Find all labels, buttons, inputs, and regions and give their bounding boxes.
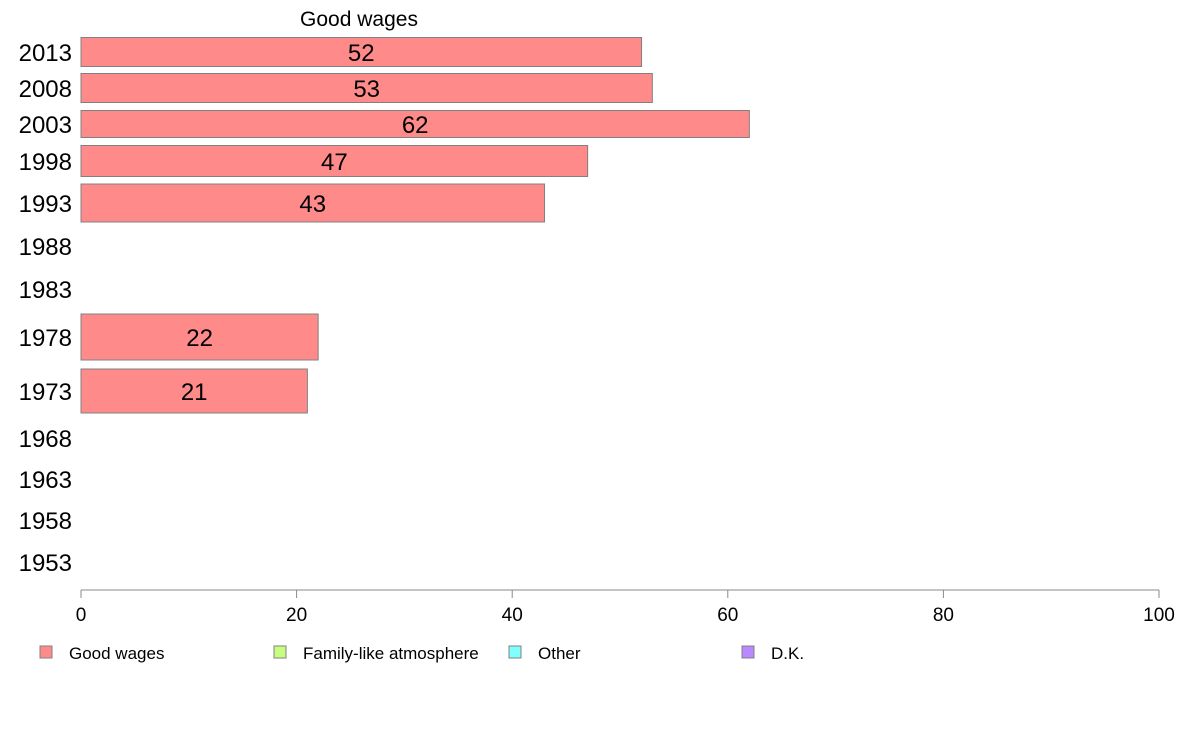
y-tick-label-1963: 1963 — [19, 467, 72, 494]
bar-value-label-1978: 22 — [186, 325, 213, 352]
x-tick-label-0: 0 — [76, 605, 87, 626]
y-tick-label-1978: 1978 — [19, 325, 72, 352]
legend-label-d-k: D.K. — [771, 644, 804, 663]
y-tick-label-2008: 2008 — [19, 76, 72, 103]
bar-2008 — [80, 73, 653, 103]
bars-group: 52 53 62 47 43 22 21 — [80, 37, 750, 414]
y-tick-label-2003: 2003 — [19, 112, 72, 139]
y-axis-labels: 2013 2008 2003 1998 1993 1988 1983 1978 1973 1968… — [19, 40, 72, 577]
y-tick-label-1953: 1953 — [19, 550, 72, 577]
x-tick-label-80: 80 — [933, 605, 954, 626]
chart-title: Good wages — [300, 8, 418, 31]
x-tick-label-40: 40 — [502, 605, 523, 626]
x-tick-label-60: 60 — [717, 605, 738, 626]
x-tick-label-20: 20 — [286, 605, 307, 626]
y-tick-label-1973: 1973 — [19, 379, 72, 406]
x-axis: 0 20 40 60 80 100 — [76, 589, 1175, 626]
legend: Good wages Family-like atmosphere Other D.K… — [39, 644, 804, 663]
y-tick-label-1993: 1993 — [19, 191, 72, 218]
bar-2003 — [80, 110, 750, 138]
y-tick-label-1998: 1998 — [19, 149, 72, 176]
bar-1993 — [80, 183, 546, 223]
legend-swatch-family-like-atmosphere — [273, 645, 287, 659]
bar-value-label-2003: 62 — [402, 112, 429, 139]
bar-value-label-1998: 47 — [321, 149, 348, 176]
legend-swatch-d-k — [741, 645, 755, 659]
legend-label-other: Other — [538, 644, 581, 663]
bar-1978 — [80, 313, 319, 361]
x-tick-label-100: 100 — [1143, 605, 1175, 626]
y-tick-label-1983: 1983 — [19, 277, 72, 304]
y-tick-label-1958: 1958 — [19, 508, 72, 535]
bar-value-label-1993: 43 — [299, 191, 326, 218]
bar-value-label-2013: 52 — [348, 40, 375, 67]
legend-swatch-good-wages — [39, 645, 53, 659]
bar-value-label-1973: 21 — [181, 379, 208, 406]
bar-1998 — [80, 145, 589, 177]
legend-swatch-other — [508, 645, 522, 659]
y-tick-label-1968: 1968 — [19, 426, 72, 453]
bar-2013 — [80, 37, 643, 67]
bar-value-label-2008: 53 — [353, 76, 380, 103]
bar-1973 — [80, 368, 308, 414]
y-tick-label-2013: 2013 — [19, 40, 72, 67]
legend-label-family-like-atmosphere: Family-like atmosphere — [303, 644, 479, 663]
legend-label-good-wages: Good wages — [69, 644, 164, 663]
y-tick-label-1988: 1988 — [19, 234, 72, 261]
